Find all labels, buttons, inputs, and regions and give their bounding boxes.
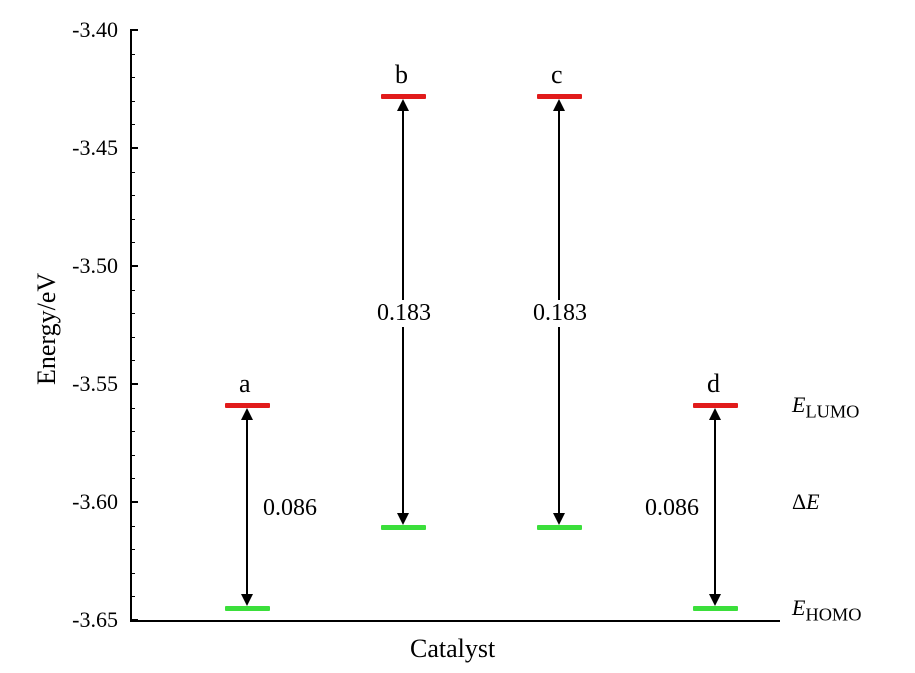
gap-arrowhead-up-c <box>553 99 565 111</box>
right-annot-delta-e: ΔE <box>792 489 820 515</box>
y-minor-tick <box>130 549 135 550</box>
y-minor-tick <box>130 526 135 527</box>
y-minor-tick <box>130 77 135 78</box>
y-tick-label: -3.55 <box>72 371 118 397</box>
energy-level-chart: Energy/eV Catalyst -3.40 -3.45 -3.50 -3.55 -… <box>0 0 915 673</box>
y-minor-tick <box>130 408 135 409</box>
y-minor-tick <box>130 337 135 338</box>
gap-arrow-d <box>714 418 716 596</box>
y-minor-tick <box>130 195 135 196</box>
y-tick-label: -3.65 <box>72 607 118 633</box>
y-minor-tick <box>130 290 135 291</box>
y-minor-tick <box>130 478 135 479</box>
gap-arrowhead-up-b <box>397 99 409 111</box>
homo-level-c <box>537 525 582 530</box>
y-minor-tick <box>130 360 135 361</box>
series-label-c: c <box>551 60 563 90</box>
y-minor-tick <box>130 596 135 597</box>
gap-arrowhead-up-d <box>709 408 721 420</box>
gap-arrowhead-down-d <box>709 594 721 606</box>
y-tick <box>130 501 138 503</box>
series-label-a: a <box>239 369 251 399</box>
y-tick <box>130 29 138 31</box>
plot-area <box>130 30 780 620</box>
series-label-b: b <box>395 60 408 90</box>
y-axis-title: Energy/eV <box>32 273 62 385</box>
y-tick <box>130 147 138 149</box>
y-tick-label: -3.45 <box>72 135 118 161</box>
y-tick-label: -3.50 <box>72 253 118 279</box>
gap-arrowhead-down-b <box>397 513 409 525</box>
y-minor-tick <box>130 431 135 432</box>
delta-label-b: 0.183 <box>373 300 435 327</box>
y-minor-tick <box>130 573 135 574</box>
y-tick <box>130 619 138 621</box>
delta-label-c: 0.183 <box>529 300 591 327</box>
y-tick <box>130 265 138 267</box>
y-tick <box>130 383 138 385</box>
homo-level-d <box>693 606 738 611</box>
gap-arrowhead-down-c <box>553 513 565 525</box>
y-axis-line <box>130 30 132 620</box>
x-axis-title: Catalyst <box>410 634 495 664</box>
y-tick-label: -3.40 <box>72 17 118 43</box>
y-minor-tick <box>130 242 135 243</box>
delta-label-d: 0.086 <box>645 495 699 522</box>
homo-level-a <box>225 606 270 611</box>
gap-arrowhead-up-a <box>241 408 253 420</box>
y-minor-tick <box>130 54 135 55</box>
gap-arrowhead-down-a <box>241 594 253 606</box>
y-minor-tick <box>130 219 135 220</box>
homo-level-b <box>381 525 426 530</box>
series-label-d: d <box>707 369 720 399</box>
gap-arrow-a <box>246 418 248 596</box>
y-minor-tick <box>130 101 135 102</box>
y-minor-tick <box>130 455 135 456</box>
y-tick-label: -3.60 <box>72 489 118 515</box>
x-axis-line <box>130 620 780 622</box>
right-annot-e-lumo: ELUMO <box>792 392 859 422</box>
y-minor-tick <box>130 124 135 125</box>
y-minor-tick <box>130 313 135 314</box>
y-minor-tick <box>130 172 135 173</box>
delta-label-a: 0.086 <box>263 495 317 522</box>
right-annot-e-homo: EHOMO <box>792 595 861 625</box>
